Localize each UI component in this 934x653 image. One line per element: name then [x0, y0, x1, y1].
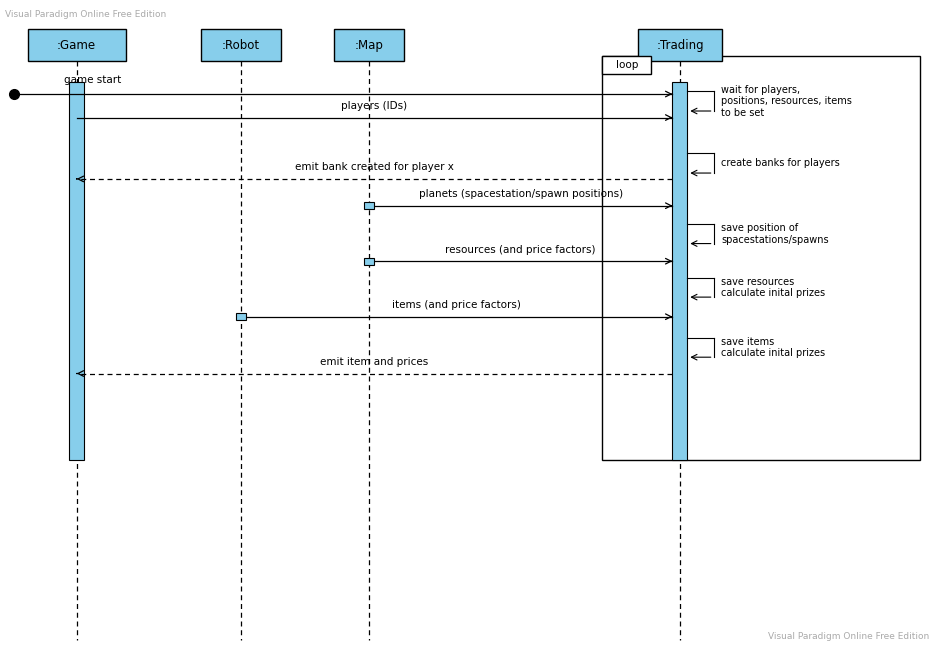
Text: emit bank created for player x: emit bank created for player x: [295, 163, 454, 172]
Text: save resources
calculate inital prizes: save resources calculate inital prizes: [721, 276, 825, 298]
Text: resources (and price factors): resources (and price factors): [446, 245, 596, 255]
Bar: [69, 82, 84, 460]
Text: planets (spacestation/spawn positions): planets (spacestation/spawn positions): [418, 189, 623, 199]
Text: :Robot: :Robot: [222, 39, 260, 52]
Bar: [602, 56, 920, 460]
Bar: [202, 29, 280, 61]
Bar: [334, 29, 404, 61]
Text: create banks for players: create banks for players: [721, 158, 840, 168]
Text: emit item and prices: emit item and prices: [320, 357, 429, 367]
Bar: [602, 56, 651, 74]
Text: :Map: :Map: [355, 39, 383, 52]
Text: save position of
spacestations/spawns: save position of spacestations/spawns: [721, 223, 828, 245]
Text: wait for players,
positions, resources, items
to be set: wait for players, positions, resources, …: [721, 85, 852, 118]
Text: Visual Paradigm Online Free Edition: Visual Paradigm Online Free Edition: [5, 10, 166, 19]
Bar: [364, 202, 374, 209]
Text: :Trading: :Trading: [657, 39, 703, 52]
Text: items (and price factors): items (and price factors): [392, 300, 521, 310]
Bar: [235, 313, 247, 320]
Text: players (IDs): players (IDs): [342, 101, 407, 111]
Bar: [28, 29, 126, 61]
Text: :Game: :Game: [57, 39, 96, 52]
Bar: [364, 257, 374, 265]
Bar: [638, 29, 722, 61]
Text: game start: game start: [64, 75, 120, 85]
Text: loop: loop: [616, 59, 638, 70]
Bar: [672, 82, 687, 460]
Text: save items
calculate inital prizes: save items calculate inital prizes: [721, 336, 825, 358]
Text: Visual Paradigm Online Free Edition: Visual Paradigm Online Free Edition: [768, 632, 929, 641]
